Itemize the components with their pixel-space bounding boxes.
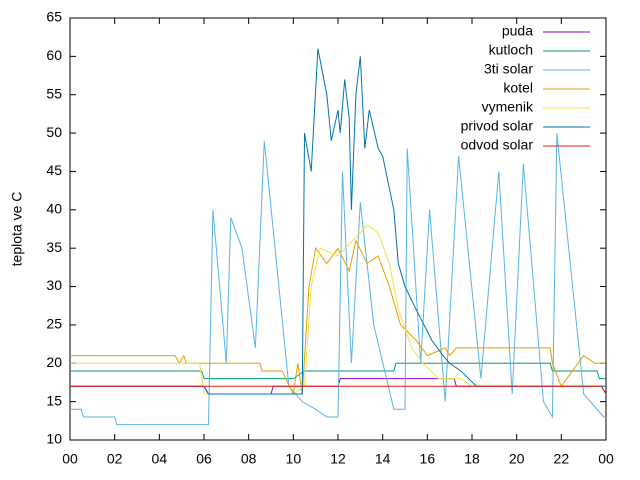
y-tick-label: 35 [46,239,62,255]
x-tick-label: 20 [509,451,525,467]
x-tick-label: 10 [286,451,302,467]
y-tick-label: 15 [46,392,62,408]
x-tick-label: 16 [420,451,436,467]
series-line [70,238,606,396]
y-tick-label: 10 [46,431,62,447]
legend-label: odvod solar [461,137,534,153]
legend-label: puda [502,23,533,39]
y-tick-label: 60 [46,47,62,63]
y-tick-label: 65 [46,9,62,25]
x-tick-label: 12 [330,451,346,467]
legend-label: kutloch [489,42,533,58]
series-line [70,362,606,380]
x-tick-label: 00 [598,451,614,467]
x-tick-label: 22 [554,451,570,467]
legend-label: privod solar [461,118,534,134]
legend-label: 3ti solar [484,61,533,77]
series-line [70,133,606,426]
y-tick-label: 20 [46,354,62,370]
x-tick-label: 00 [62,451,78,467]
series-line [70,224,606,395]
series-line [70,48,606,395]
x-tick-label: 02 [107,451,123,467]
y-tick-label: 25 [46,316,62,332]
y-axis-label: teplota ve C [9,192,25,267]
series-line [70,385,607,395]
y-tick-label: 55 [46,85,62,101]
legend-label: vymenik [482,99,534,115]
x-tick-label: 04 [152,451,168,467]
y-tick-label: 40 [46,201,62,217]
x-tick-label: 18 [464,451,480,467]
y-tick-label: 45 [46,162,62,178]
y-tick-label: 50 [46,124,62,140]
x-tick-label: 08 [241,451,257,467]
x-tick-label: 14 [375,451,391,467]
y-tick-label: 30 [46,277,62,293]
x-tick-label: 06 [196,451,212,467]
legend-label: kotel [503,80,533,96]
